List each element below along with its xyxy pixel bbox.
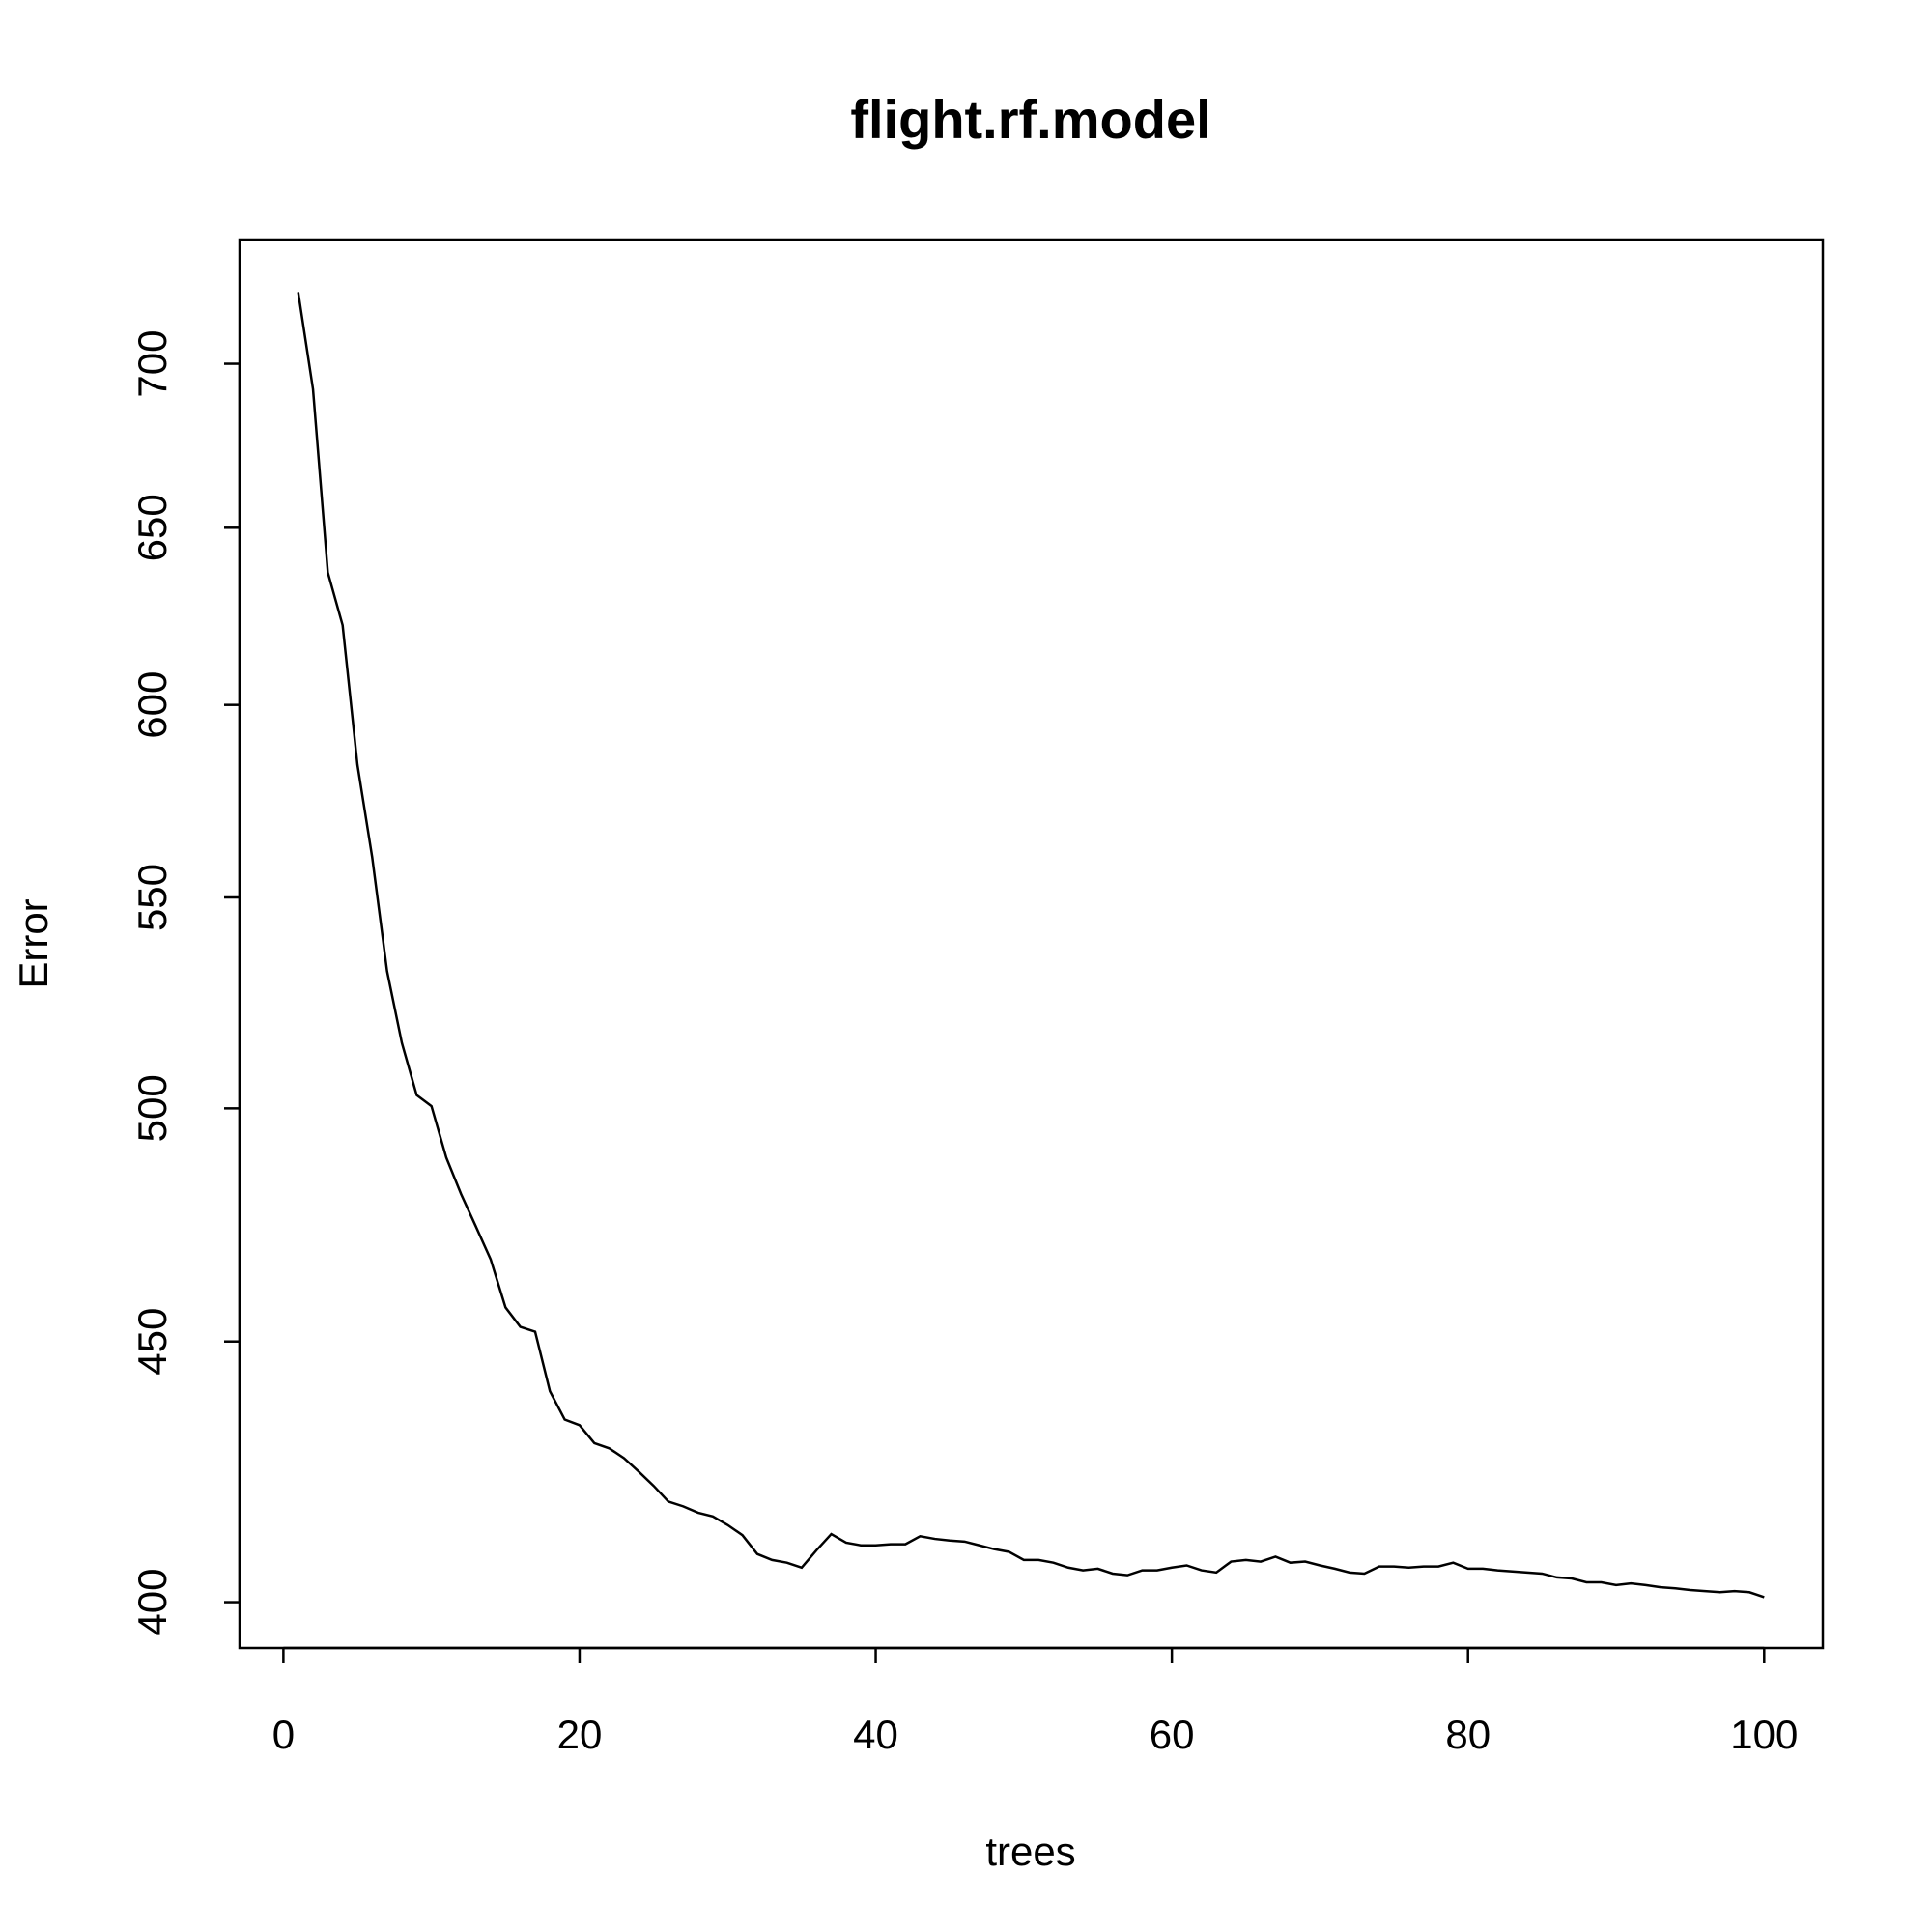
x-tick-label: 80: [1445, 1712, 1491, 1757]
x-tick-label: 100: [1730, 1712, 1798, 1757]
x-tick-label: 0: [272, 1712, 295, 1757]
y-tick-label: 650: [129, 494, 175, 561]
y-tick-label: 700: [129, 330, 175, 398]
y-tick-label: 550: [129, 864, 175, 931]
y-tick-label: 400: [129, 1569, 175, 1636]
error-line: [297, 292, 1765, 1599]
x-tick-label: 20: [557, 1712, 603, 1757]
x-tick-label: 60: [1150, 1712, 1195, 1757]
x-tick-label: 40: [853, 1712, 898, 1757]
y-tick-label: 600: [129, 671, 175, 739]
chart-title: flight.rf.model: [850, 89, 1210, 150]
plot-box: [238, 238, 1825, 1650]
y-axis-label: Error: [11, 898, 56, 988]
y-tick-label: 500: [129, 1074, 175, 1142]
y-tick-label: 450: [129, 1308, 175, 1376]
x-axis-label: trees: [985, 1829, 1075, 1874]
